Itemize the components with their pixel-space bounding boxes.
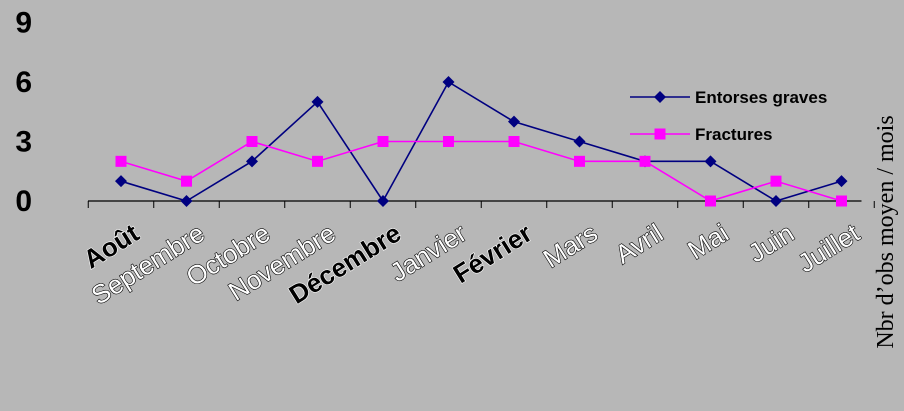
data-point xyxy=(639,155,651,167)
data-point xyxy=(574,155,585,167)
series-line xyxy=(120,140,842,202)
data-point xyxy=(835,175,848,188)
data-point xyxy=(181,175,192,187)
series-fractures xyxy=(115,136,847,207)
y-tick-label: 6 xyxy=(15,66,32,99)
data-point xyxy=(573,135,586,148)
data-point xyxy=(508,115,520,128)
x-tick-label: Mars xyxy=(538,218,603,274)
series-layer xyxy=(115,76,848,207)
legend-marker xyxy=(654,128,666,140)
data-point xyxy=(312,155,323,167)
legend-marker xyxy=(654,91,666,103)
data-point xyxy=(180,195,193,207)
data-point xyxy=(705,195,716,207)
data-point xyxy=(115,155,127,167)
x-tick-label: Juin xyxy=(743,218,799,269)
data-point xyxy=(443,136,454,147)
legend: Entorses graves Fractures xyxy=(630,88,827,144)
data-point xyxy=(246,155,258,168)
data-point xyxy=(115,175,127,188)
legend-label: Fractures xyxy=(695,125,772,144)
y-tick-label: 9 xyxy=(15,7,32,40)
data-point xyxy=(508,136,520,147)
x-axis-tick-marks xyxy=(87,201,875,208)
x-tick-label: Mai xyxy=(682,218,733,266)
data-point xyxy=(377,195,389,207)
legend-item: Fractures xyxy=(630,125,772,144)
data-point xyxy=(770,195,782,207)
x-axis-labels: AoûtSeptembreOctobreNovembreDécembreJanv… xyxy=(77,217,865,311)
legend-label: Entorses graves xyxy=(695,88,827,107)
legend-item: Entorses graves xyxy=(630,88,827,107)
data-point xyxy=(377,136,389,147)
data-point xyxy=(770,175,782,187)
data-point xyxy=(442,76,455,88)
y-tick-label: 3 xyxy=(15,126,32,159)
y-axis-ticks: 0 3 6 9 xyxy=(15,7,32,219)
y-axis-label: Nbr d’obs moyen / mois xyxy=(873,115,899,348)
x-tick-label: Avril xyxy=(610,218,668,270)
data-point xyxy=(836,195,847,207)
data-point xyxy=(246,136,258,147)
data-point xyxy=(311,95,324,108)
y-tick-label: 0 xyxy=(15,185,32,218)
series-line xyxy=(120,80,842,203)
x-tick-label: Juillet xyxy=(792,217,865,278)
data-point xyxy=(704,155,717,168)
